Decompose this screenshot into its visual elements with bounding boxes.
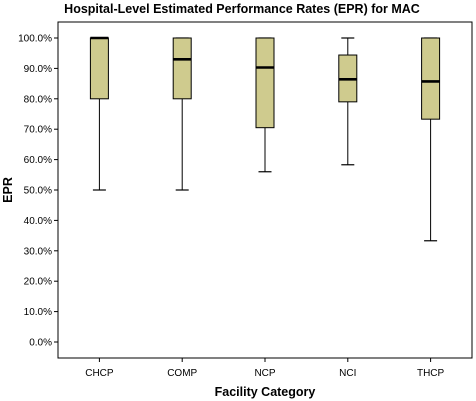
- box-iqr: [89, 37, 109, 100]
- y-tick-label: 50.0%: [24, 186, 52, 197]
- y-tick-label: 30.0%: [24, 246, 52, 257]
- box-thcp: [421, 37, 441, 242]
- y-tick-label: 80.0%: [24, 94, 52, 105]
- x-tick-label-thcp: THCP: [417, 368, 445, 379]
- y-tick-label: 0.0%: [29, 338, 52, 349]
- box-nci: [338, 37, 358, 166]
- y-tick-label: 100.0%: [18, 34, 52, 45]
- y-tick-label: 40.0%: [24, 216, 52, 227]
- chart-title: Hospital-Level Estimated Performance Rat…: [64, 2, 420, 16]
- x-tick-label-chcp: CHCP: [85, 368, 114, 379]
- y-axis: 0.0% 10.0% 20.0% 30.0% 40.0% 50.0% 60.0% 70.0% 8…: [18, 34, 58, 349]
- box-iqr: [421, 37, 441, 120]
- x-axis-label: Facility Category: [215, 385, 316, 399]
- y-tick-label: 60.0%: [24, 155, 52, 166]
- box-chcp: [89, 36, 109, 191]
- box-comp: [172, 37, 192, 191]
- box-iqr: [255, 37, 275, 129]
- boxes: [89, 36, 441, 242]
- y-axis-label: EPR: [1, 177, 15, 203]
- x-axis: CHCP COMP NCP NCI THCP: [85, 358, 445, 379]
- x-tick-label-comp: COMP: [167, 368, 197, 379]
- y-tick-label: 20.0%: [24, 277, 52, 288]
- y-tick-label: 70.0%: [24, 125, 52, 136]
- y-tick-label: 10.0%: [24, 307, 52, 318]
- x-tick-label-ncp: NCP: [254, 368, 275, 379]
- x-tick-label-nci: NCI: [339, 368, 356, 379]
- box-ncp: [255, 37, 275, 173]
- y-tick-label: 90.0%: [24, 64, 52, 75]
- box-iqr: [172, 37, 192, 100]
